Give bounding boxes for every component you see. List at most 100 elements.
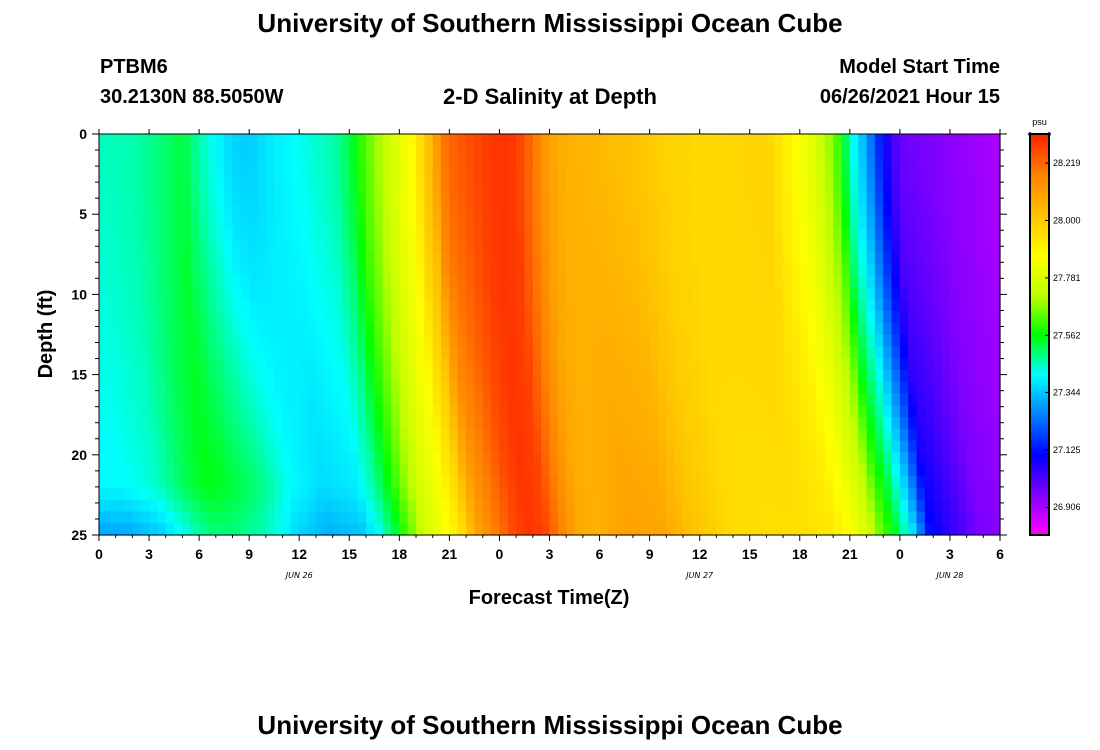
heatmap-cell (974, 452, 984, 465)
heatmap-cell (374, 169, 384, 182)
heatmap-cell (883, 192, 893, 206)
heatmap-cell (324, 369, 334, 383)
heatmap-cell (682, 228, 692, 241)
heatmap-cell (507, 428, 517, 442)
heatmap-cell (983, 263, 993, 277)
heatmap-cell (516, 464, 526, 477)
heatmap-cell (441, 499, 450, 513)
heatmap-cell (816, 322, 826, 336)
heatmap-cell (591, 240, 601, 253)
heatmap-cell (449, 157, 459, 170)
heatmap-cell (582, 452, 592, 465)
heatmap-cell (441, 228, 450, 241)
heatmap-cell (541, 216, 551, 229)
heatmap-cell (190, 287, 200, 300)
heatmap-cell (908, 358, 918, 371)
heatmap-cell (783, 428, 793, 442)
heatmap-cell (824, 240, 834, 253)
heatmap-cell (332, 381, 342, 395)
heatmap-cell (107, 157, 117, 170)
heatmap-cell (924, 476, 934, 489)
heatmap-cell (799, 499, 809, 513)
heatmap-cell (607, 157, 617, 170)
heatmap-cell (516, 287, 526, 300)
heatmap-cell (974, 228, 984, 241)
heatmap-cell (724, 487, 734, 501)
heatmap-cell (641, 523, 651, 536)
heatmap-cell (974, 299, 984, 312)
heatmap-cell (891, 393, 901, 406)
heatmap-cell (199, 310, 209, 324)
heatmap-cell (641, 216, 651, 229)
heatmap-cell (691, 428, 701, 442)
heatmap-cell (582, 511, 592, 524)
heatmap-cell (99, 240, 108, 253)
heatmap-cell (983, 251, 993, 265)
heatmap-cell (649, 275, 659, 288)
heatmap-cell (516, 204, 526, 218)
heatmap-cell (724, 499, 734, 513)
heatmap-cell (674, 369, 684, 383)
heatmap-cell (482, 275, 492, 288)
heatmap-cell (382, 428, 392, 442)
heatmap-cell (833, 405, 843, 418)
heatmap-cell (582, 181, 592, 194)
heatmap-cell (549, 405, 559, 418)
heatmap-cell (365, 287, 375, 300)
heatmap-cell (624, 216, 634, 229)
heatmap-cell (866, 523, 876, 536)
heatmap-cell (983, 157, 993, 170)
heatmap-cell (682, 299, 692, 312)
heatmap-cell (682, 476, 692, 489)
heatmap-cell (365, 381, 375, 395)
heatmap-cell (824, 181, 834, 194)
heatmap-cell (874, 157, 884, 170)
heatmap-cell (924, 499, 934, 513)
heatmap-cell (149, 310, 158, 324)
heatmap-cell (566, 369, 576, 383)
heatmap-cell (966, 369, 976, 383)
heatmap-cell (741, 275, 751, 288)
heatmap-cell (549, 523, 559, 536)
heatmap-cell (691, 192, 701, 206)
heatmap-cell (315, 334, 325, 347)
heatmap-cell (766, 358, 776, 371)
heatmap-cell (516, 169, 526, 182)
heatmap-cell (733, 251, 742, 265)
heatmap-cell (599, 393, 609, 406)
heatmap-cell (783, 417, 793, 430)
heatmap-cell (899, 240, 909, 253)
heatmap-cell (699, 157, 709, 170)
heatmap-cell (699, 275, 709, 288)
heatmap-cell (949, 440, 959, 454)
heatmap-cell (616, 428, 626, 442)
heatmap-cell (516, 452, 526, 465)
heatmap-cell (374, 263, 384, 277)
heatmap-cell (774, 381, 784, 395)
heatmap-cell (441, 523, 450, 536)
heatmap-cell (641, 228, 651, 241)
heatmap-cell (324, 240, 334, 253)
heatmap-cell (983, 240, 993, 253)
heatmap-cell (140, 216, 150, 229)
heatmap-cell (908, 511, 918, 524)
heatmap-cell (824, 369, 834, 383)
heatmap-cell (699, 358, 709, 371)
heatmap-cell (332, 452, 342, 465)
heatmap-cell (774, 417, 784, 430)
heatmap-cell (808, 452, 818, 465)
heatmap-cell (657, 169, 667, 182)
heatmap-cell (382, 263, 392, 277)
heatmap-cell (582, 310, 592, 324)
heatmap-cell (958, 523, 968, 536)
heatmap-cell (924, 487, 934, 501)
heatmap-cell (165, 405, 175, 418)
heatmap-cell (708, 417, 717, 430)
heatmap-cell (332, 440, 342, 454)
heatmap-cell (591, 428, 601, 442)
heatmap-cell (949, 192, 959, 206)
heatmap-cell (708, 487, 717, 501)
heatmap-cell (165, 181, 175, 194)
heatmap-cell (941, 228, 951, 241)
heatmap-cell (991, 275, 1001, 288)
